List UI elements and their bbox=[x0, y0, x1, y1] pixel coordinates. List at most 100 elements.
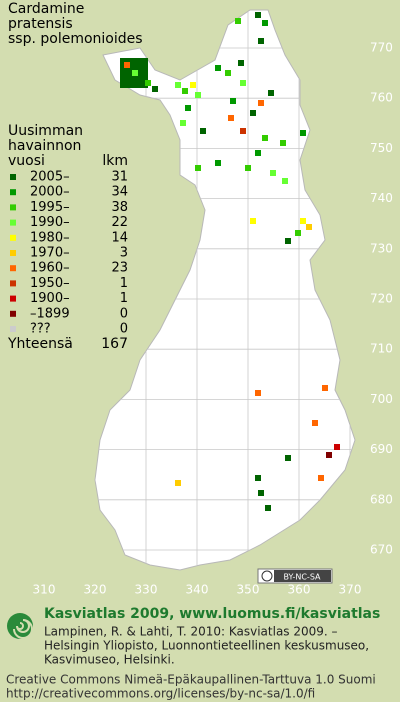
legend-label: 1990– bbox=[30, 215, 70, 230]
y-tick-label: 750 bbox=[370, 141, 393, 155]
cc-icon bbox=[261, 570, 273, 582]
observation bbox=[318, 475, 324, 481]
y-tick-label: 740 bbox=[370, 191, 393, 205]
observation bbox=[175, 480, 181, 486]
observation bbox=[245, 165, 251, 171]
legend-swatch bbox=[10, 189, 16, 196]
legend-count: 23 bbox=[111, 261, 128, 276]
y-tick-label: 760 bbox=[370, 91, 393, 105]
observation bbox=[306, 224, 312, 230]
observation bbox=[240, 80, 246, 86]
license-url: http://creativecommons.org/licenses/by-n… bbox=[6, 687, 315, 701]
observation bbox=[262, 135, 268, 141]
legend-heading: havainnon bbox=[8, 138, 81, 154]
legend-column: lkm bbox=[102, 153, 128, 169]
legend-count: 1 bbox=[120, 291, 128, 306]
observation bbox=[132, 70, 138, 76]
citation: Lampinen, R. & Lahti, T. 2010: Kasviatla… bbox=[44, 625, 338, 639]
observation bbox=[255, 390, 261, 396]
observation bbox=[228, 115, 234, 121]
y-tick-label: 700 bbox=[370, 392, 393, 406]
y-tick-label: 690 bbox=[370, 442, 393, 456]
observation bbox=[250, 218, 256, 224]
legend-swatch bbox=[10, 204, 16, 211]
subspecies-name: ssp. polemonioides bbox=[8, 31, 143, 47]
legend-label: ??? bbox=[30, 322, 51, 337]
x-tick-label: 330 bbox=[135, 583, 158, 597]
citation: Kasvimuseo, Helsinki. bbox=[44, 653, 175, 667]
y-tick-label: 720 bbox=[370, 292, 393, 306]
observation bbox=[175, 82, 181, 88]
legend-heading: Uusimman bbox=[8, 123, 83, 139]
observation bbox=[235, 18, 241, 24]
observation bbox=[326, 452, 332, 458]
legend-label: –1899 bbox=[30, 306, 70, 321]
total-label: Yhteensä bbox=[7, 336, 73, 352]
legend: Uusimman havainnon vuosi lkm Yhteensä 16… bbox=[7, 123, 128, 352]
y-tick-label: 670 bbox=[370, 543, 393, 557]
y-tick-label: 680 bbox=[370, 492, 393, 506]
legend-label: 1995– bbox=[30, 200, 70, 215]
country-outline bbox=[94, 9, 356, 571]
observation bbox=[285, 455, 291, 461]
y-tick-label: 730 bbox=[370, 241, 393, 255]
legend-swatch bbox=[10, 234, 16, 241]
legend-count: 14 bbox=[111, 230, 128, 245]
observation bbox=[240, 128, 246, 134]
legend-count: 22 bbox=[111, 215, 128, 230]
observation bbox=[255, 150, 261, 156]
legend-label: 2005– bbox=[30, 170, 70, 185]
legend-swatch bbox=[10, 219, 16, 226]
cc-badge-text: BY-NC-SA bbox=[283, 573, 321, 582]
observation bbox=[282, 178, 288, 184]
observation bbox=[258, 100, 264, 106]
observation bbox=[300, 130, 306, 136]
observation bbox=[180, 120, 186, 126]
observation bbox=[285, 238, 291, 244]
logo-spiral bbox=[13, 619, 33, 639]
legend-count: 1 bbox=[120, 276, 128, 291]
observation bbox=[145, 80, 151, 86]
observation bbox=[200, 128, 206, 134]
legend-count: 3 bbox=[120, 246, 128, 261]
legend-count: 31 bbox=[111, 170, 128, 185]
logo-icon bbox=[7, 613, 33, 639]
observation bbox=[258, 490, 264, 496]
x-tick-label: 370 bbox=[339, 583, 362, 597]
observation bbox=[230, 98, 236, 104]
legend-swatch bbox=[10, 265, 16, 272]
y-tick-label: 710 bbox=[370, 342, 393, 356]
species-name: Cardamine bbox=[8, 1, 84, 17]
observation bbox=[215, 65, 221, 71]
legend-count: 0 bbox=[120, 322, 128, 337]
x-tick-label: 340 bbox=[186, 583, 209, 597]
observation bbox=[238, 60, 244, 66]
observation bbox=[195, 165, 201, 171]
legend-label: 2000– bbox=[30, 185, 70, 200]
observation bbox=[258, 38, 264, 44]
observation bbox=[250, 110, 256, 116]
observation bbox=[280, 140, 286, 146]
legend-count: 34 bbox=[111, 185, 128, 200]
observation bbox=[185, 105, 191, 111]
species-name: pratensis bbox=[8, 16, 73, 32]
observations bbox=[120, 12, 340, 511]
observation bbox=[215, 160, 221, 166]
logo bbox=[7, 613, 33, 639]
total-count: 167 bbox=[101, 336, 128, 352]
legend-label: 1900– bbox=[30, 291, 70, 306]
observation bbox=[225, 70, 231, 76]
legend-label: 1950– bbox=[30, 276, 70, 291]
cc-badge-bg bbox=[274, 570, 331, 582]
legend-label: 1970– bbox=[30, 246, 70, 261]
observation bbox=[300, 218, 306, 224]
legend-swatch bbox=[10, 310, 16, 317]
observation bbox=[152, 86, 158, 92]
observation bbox=[265, 505, 271, 511]
legend-swatch bbox=[10, 326, 16, 332]
observation bbox=[270, 170, 276, 176]
x-tick-label: 320 bbox=[84, 583, 107, 597]
observation bbox=[262, 20, 268, 26]
legend-swatch bbox=[10, 280, 16, 287]
